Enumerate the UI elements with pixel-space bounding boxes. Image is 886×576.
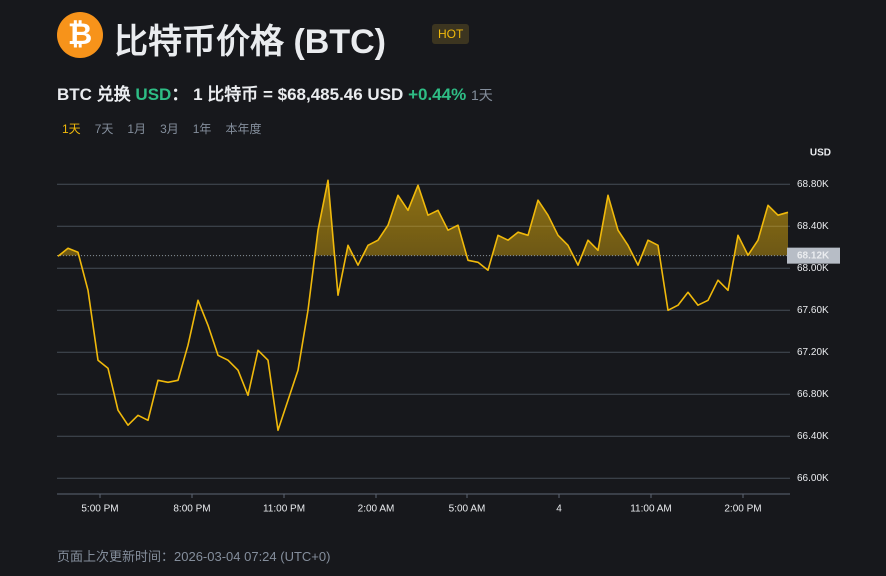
chart: USD 66.00K 66.40K 66.80K 67.20K 67.60K 68.00K… bbox=[57, 148, 840, 515]
x-tick-label: 2:00 AM bbox=[358, 504, 395, 515]
range-tab[interactable]: 本年度 bbox=[225, 122, 262, 136]
y-tick-label: 66.40K bbox=[797, 431, 829, 442]
x-tick-label: 2:00 PM bbox=[724, 504, 761, 515]
area-fill bbox=[58, 180, 788, 256]
reference-label-bg bbox=[787, 247, 840, 264]
x-tick-label: 4 bbox=[556, 504, 562, 515]
range-tab[interactable]: 1年 bbox=[192, 122, 212, 136]
range-tab[interactable]: 1天 bbox=[62, 122, 81, 136]
x-tick-label: 5:00 PM bbox=[81, 504, 118, 515]
period: 1天 bbox=[470, 87, 493, 103]
x-tick-label: 5:00 AM bbox=[449, 504, 486, 515]
word: 兑换 bbox=[96, 85, 131, 104]
y-tick-label: 66.80K bbox=[797, 389, 829, 400]
quote[interactable]: USD bbox=[135, 85, 172, 104]
y-tick-label: 67.60K bbox=[797, 305, 829, 316]
range-tab[interactable]: 7天 bbox=[94, 122, 114, 136]
price-line bbox=[57, 179, 789, 432]
converter: BTC 兑换 USD： 1 比特币 = $68,485.46 USD +0.44… bbox=[57, 80, 493, 105]
change: +0.44% bbox=[408, 85, 467, 104]
y-tick-label: 66.00K bbox=[797, 473, 829, 484]
range-tab[interactable]: 1月 bbox=[127, 122, 147, 136]
x-tick-label: 11:00 AM bbox=[630, 504, 672, 515]
colon: ： bbox=[171, 85, 189, 104]
x-tick-label: 8:00 PM bbox=[173, 504, 210, 515]
range-tab[interactable]: 3月 bbox=[160, 122, 179, 136]
range-tabs: 1天 7天 1月 3月 1年 本年度 bbox=[62, 120, 261, 137]
coin-icon: ₿ bbox=[57, 12, 103, 58]
title-text: 比特币价格 bbox=[114, 23, 284, 61]
unit-label: USD bbox=[810, 148, 831, 159]
footer: 页面上次更新时间：2026-03-04 07:24 (UTC+0) bbox=[57, 549, 331, 564]
y-tick-label: 68.80K bbox=[797, 179, 829, 190]
reference-label: 68.12K bbox=[797, 250, 830, 261]
y-tick-label: 68.40K bbox=[797, 221, 829, 232]
hot-badge: HOT bbox=[432, 24, 470, 44]
x-tick-label: 11:00 PM bbox=[263, 504, 305, 515]
symbol: (BTC) bbox=[293, 23, 386, 61]
amount: 1 比特币 = $68,485.46 USD bbox=[193, 85, 404, 104]
page-title: 比特币价格 (BTC) bbox=[114, 14, 386, 63]
base: BTC bbox=[57, 85, 92, 104]
y-tick-label: 68.00K bbox=[797, 263, 829, 274]
y-tick-label: 67.20K bbox=[797, 347, 829, 358]
